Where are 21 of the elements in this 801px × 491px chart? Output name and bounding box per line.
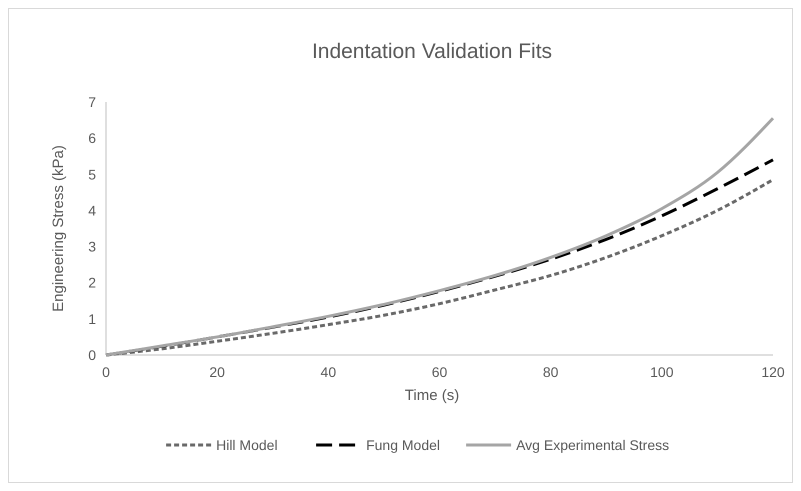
x-tick-label: 100 [650, 364, 674, 380]
chart-title: Indentation Validation Fits [312, 40, 552, 63]
y-tick-label: 7 [88, 94, 96, 110]
x-tick-label: 20 [209, 364, 226, 380]
x-tick-label: 60 [432, 364, 448, 380]
x-tick-label: 80 [542, 364, 559, 380]
x-tick-label: 120 [761, 364, 785, 380]
x-axis-title: Time (s) [404, 387, 460, 404]
legend-label: Hill Model [216, 437, 278, 453]
y-tick-label: 1 [88, 310, 96, 327]
y-tick-label: 5 [88, 166, 96, 182]
legend-label: Fung Model [366, 437, 440, 453]
y-tick-label: 0 [88, 347, 96, 363]
y-tick-label: 2 [88, 274, 96, 291]
legend-label: Avg Experimental Stress [516, 437, 670, 453]
y-tick-label: 4 [88, 202, 96, 218]
y-tick-label: 3 [88, 238, 96, 255]
x-tick-label: 40 [320, 364, 336, 380]
x-tick-label: 0 [102, 364, 110, 380]
y-tick-label: 6 [88, 130, 96, 146]
y-axis-title: Engineering Stress (kPa) [50, 145, 67, 312]
